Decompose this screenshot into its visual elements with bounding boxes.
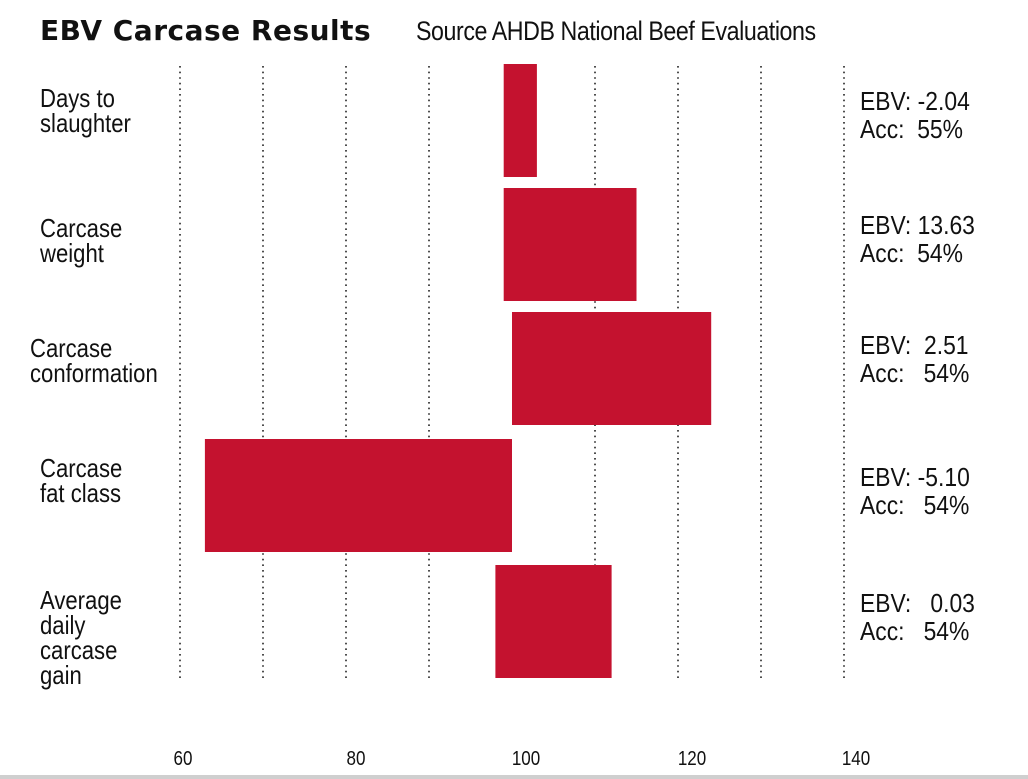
- bar-4: [495, 565, 612, 678]
- x-tick-label: 80: [346, 748, 366, 770]
- chart-title: EBV Carcase Results: [40, 14, 372, 47]
- x-tick-label: 140: [841, 748, 871, 770]
- accuracy-label: Acc: 54%: [860, 238, 964, 268]
- x-tick-label: 100: [511, 748, 541, 770]
- category-label: Days to slaughter: [40, 83, 131, 138]
- accuracy-label: Acc: 54%: [860, 358, 970, 388]
- category-label: Carcase conformation: [30, 333, 158, 388]
- ebv-value-label: EBV: -5.10: [860, 462, 970, 492]
- category-label: Average daily carcase gain: [40, 585, 122, 690]
- bar-3: [204, 439, 512, 552]
- ebv-value-label: EBV: 0.03: [860, 588, 975, 618]
- x-tick-label: 60: [173, 748, 193, 770]
- category-label: Carcase fat class: [40, 453, 123, 508]
- ebv-value-label: EBV: 13.63: [860, 210, 975, 240]
- accuracy-label: Acc: 54%: [860, 616, 970, 646]
- accuracy-label: Acc: 55%: [860, 114, 964, 144]
- ebv-value-label: EBV: 2.51: [860, 330, 969, 360]
- x-tick-label: 120: [677, 748, 707, 770]
- chart-subtitle: Source AHDB National Beef Evaluations: [416, 16, 816, 46]
- category-label: Carcase weight: [40, 213, 123, 268]
- bar-1: [503, 188, 637, 301]
- accuracy-label: Acc: 54%: [860, 490, 970, 520]
- bar-0: [503, 64, 537, 177]
- ebv-value-label: EBV: -2.04: [860, 86, 970, 116]
- bar-2: [512, 312, 712, 425]
